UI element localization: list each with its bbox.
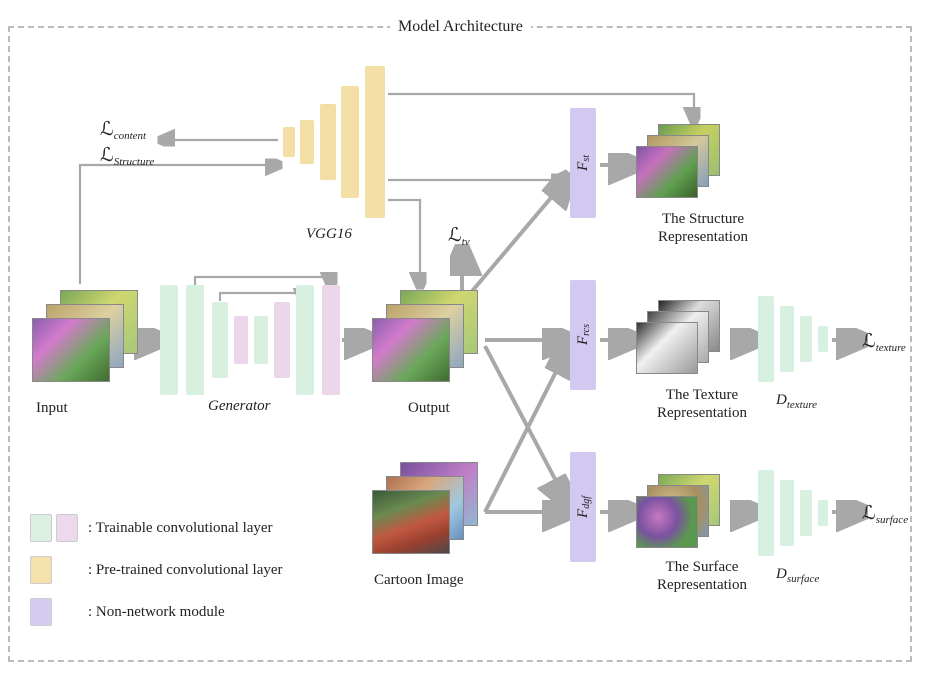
l-tv-label: ℒtv (448, 224, 470, 248)
legend-swatch-yellow (30, 556, 52, 584)
l-content-label: ℒcontent (100, 118, 146, 142)
d-texture-label: Dtexture (776, 392, 817, 411)
legend-swatch-pink (56, 514, 78, 542)
texture-rep-label: The Texture Representation (642, 386, 762, 422)
vgg-label: VGG16 (306, 226, 352, 243)
generator-label: Generator (208, 398, 271, 415)
surface-rep-label: The Surface Representation (642, 558, 762, 594)
diagram-title: Model Architecture (390, 18, 531, 36)
legend-swatch-green (30, 514, 52, 542)
l-structure-label: ℒStructure (100, 144, 154, 168)
l-surface-label: ℒsurface (862, 502, 908, 526)
structure-rep-label: The Structure Representation (638, 210, 768, 246)
input-images (32, 290, 142, 382)
legend-pretrained-label: : Pre-trained convolutional layer (88, 562, 283, 579)
legend-swatch-purple (30, 598, 52, 626)
cartoon-label: Cartoon Image (374, 572, 464, 589)
diagram-stage: Model Architecture Input Generator Outpu… (0, 0, 927, 675)
legend-trainable-label: : Trainable convolutional layer (88, 520, 273, 537)
output-images (372, 290, 482, 382)
structure-rep-images (636, 124, 726, 200)
l-texture-label: ℒtexture (862, 330, 906, 354)
surface-rep-images (636, 474, 726, 550)
legend-nonnet-label: : Non-network module (88, 604, 225, 621)
input-label: Input (36, 400, 68, 417)
cartoon-images (372, 462, 482, 554)
output-label: Output (408, 400, 450, 417)
texture-rep-images (636, 300, 726, 376)
d-surface-label: Dsurface (776, 566, 819, 585)
